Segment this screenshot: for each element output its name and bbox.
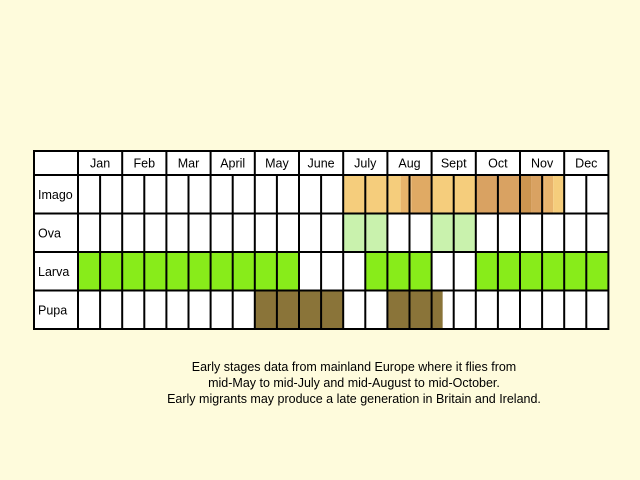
month-label-june: June bbox=[308, 157, 335, 171]
month-label-sept: Sept bbox=[441, 157, 467, 171]
segment-imago-8 bbox=[553, 175, 565, 214]
month-label-dec: Dec bbox=[575, 157, 597, 171]
row-label-larva: Larva bbox=[38, 265, 69, 279]
month-label-april: April bbox=[220, 157, 245, 171]
month-label-jan: Jan bbox=[90, 157, 110, 171]
segment-imago-2 bbox=[411, 175, 432, 214]
month-label-feb: Feb bbox=[134, 157, 156, 171]
caption-line-2: mid-May to mid-July and mid-August to mi… bbox=[208, 376, 500, 390]
month-label-may: May bbox=[265, 157, 289, 171]
segment-imago-7 bbox=[544, 175, 554, 214]
row-label-ova: Ova bbox=[38, 226, 61, 240]
segment-imago-5 bbox=[520, 175, 532, 214]
month-label-july: July bbox=[354, 157, 377, 171]
month-label-mar: Mar bbox=[178, 157, 200, 171]
caption-line-3: Early migrants may produce a late genera… bbox=[167, 392, 541, 406]
row-label-pupa: Pupa bbox=[38, 303, 67, 317]
month-label-oct: Oct bbox=[488, 157, 508, 171]
caption: Early stages data from mainland Europe w… bbox=[80, 359, 628, 407]
segment-imago-1 bbox=[400, 175, 412, 214]
segment-larva-1 bbox=[365, 252, 432, 291]
row-label-imago: Imago bbox=[38, 188, 73, 202]
month-label-aug: Aug bbox=[398, 157, 420, 171]
segment-imago-6 bbox=[531, 175, 545, 214]
segment-pupa-1 bbox=[387, 290, 443, 329]
segment-imago-0 bbox=[343, 175, 401, 214]
caption-line-1: Early stages data from mainland Europe w… bbox=[191, 360, 517, 374]
month-label-nov: Nov bbox=[531, 157, 554, 171]
